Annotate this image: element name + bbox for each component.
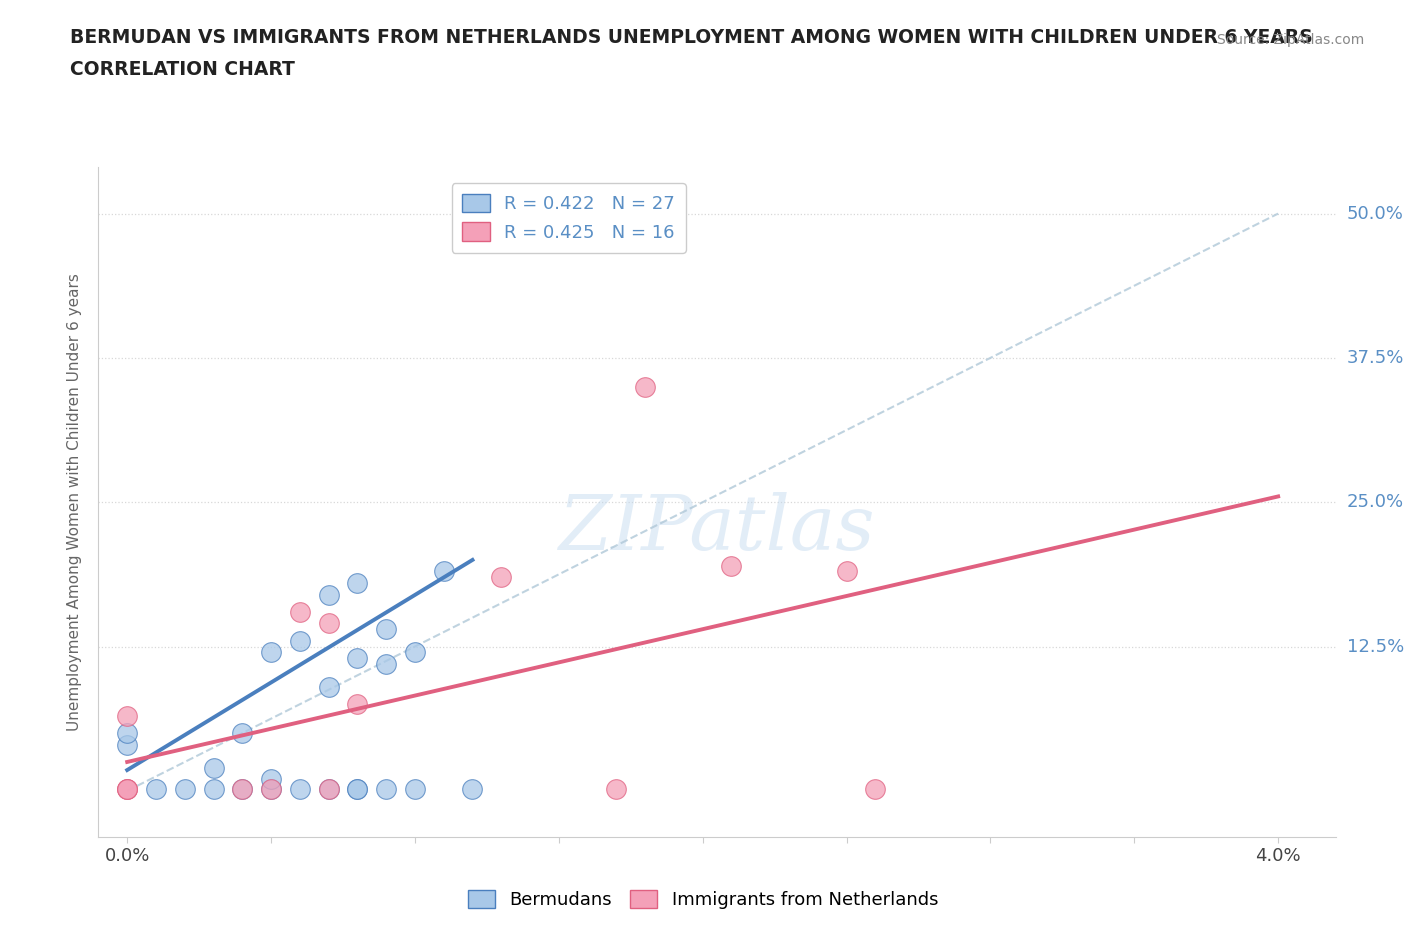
Point [346,576,368,591]
Point [605,781,627,796]
Point [404,644,426,659]
Point [115,709,138,724]
Point [115,725,138,740]
Text: Source: ZipAtlas.com: Source: ZipAtlas.com [1216,33,1364,46]
Text: ZIPatlas: ZIPatlas [558,492,876,566]
Point [260,781,283,796]
Text: BERMUDAN VS IMMIGRANTS FROM NETHERLANDS UNEMPLOYMENT AMONG WOMEN WITH CHILDREN U: BERMUDAN VS IMMIGRANTS FROM NETHERLANDS … [70,28,1313,46]
Point [260,772,283,787]
Point [115,781,138,796]
Point [318,680,340,695]
Point [231,781,253,796]
Text: 37.5%: 37.5% [1347,349,1405,367]
Text: 12.5%: 12.5% [1347,637,1405,656]
Point [404,781,426,796]
Point [202,761,225,776]
Point [202,781,225,796]
Point [288,604,311,619]
Point [865,781,887,796]
Point [375,622,398,637]
Point [375,781,398,796]
Point [433,564,456,578]
Point [318,781,340,796]
Point [231,725,253,740]
Point [346,651,368,666]
Point [318,616,340,631]
Point [318,587,340,602]
Point [260,781,283,796]
Point [231,781,253,796]
Point [491,570,513,585]
Point [346,697,368,711]
Point [720,558,742,573]
Point [173,781,195,796]
Legend: Bermudans, Immigrants from Netherlands: Bermudans, Immigrants from Netherlands [461,883,945,916]
Text: 25.0%: 25.0% [1347,493,1405,512]
Legend: R = 0.422   N = 27, R = 0.425   N = 16: R = 0.422 N = 27, R = 0.425 N = 16 [451,183,686,253]
Text: 50.0%: 50.0% [1347,205,1403,222]
Point [835,564,858,578]
Point [346,781,368,796]
Point [115,781,138,796]
Point [318,781,340,796]
Point [115,737,138,752]
Point [346,781,368,796]
Point [115,781,138,796]
Text: CORRELATION CHART: CORRELATION CHART [70,60,295,79]
Point [288,781,311,796]
Point [634,379,657,394]
Point [145,781,167,796]
Point [375,657,398,671]
Point [288,633,311,648]
Point [260,644,283,659]
Y-axis label: Unemployment Among Women with Children Under 6 years: Unemployment Among Women with Children U… [67,273,83,731]
Point [461,781,484,796]
